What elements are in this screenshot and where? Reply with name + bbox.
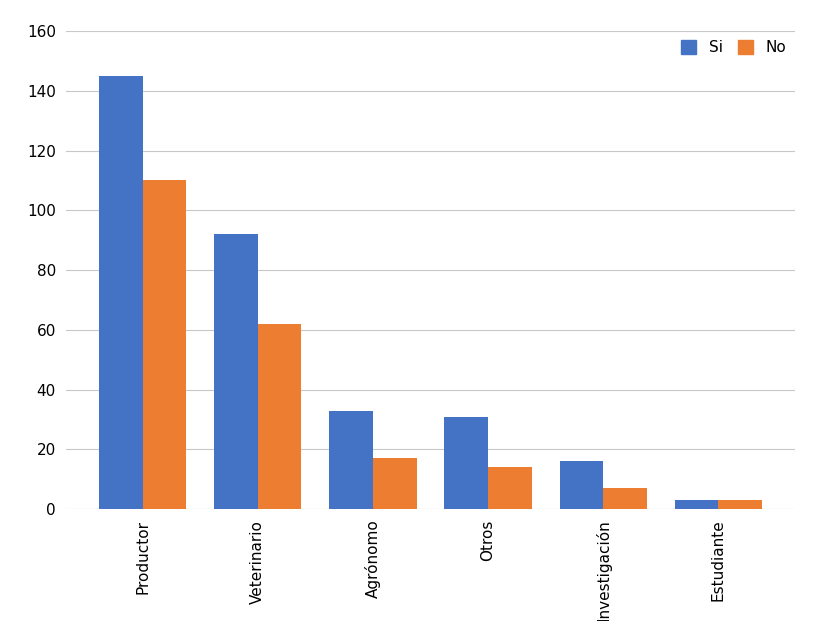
- Bar: [257, 324, 301, 509]
- Bar: [717, 501, 762, 509]
- Bar: [603, 488, 646, 509]
- Bar: [98, 76, 143, 509]
- Bar: [373, 458, 416, 509]
- Bar: [328, 410, 373, 509]
- Bar: [674, 501, 717, 509]
- Bar: [444, 417, 487, 509]
- Bar: [487, 468, 532, 509]
- Bar: [559, 461, 603, 509]
- Bar: [143, 181, 186, 509]
- Bar: [214, 234, 257, 509]
- Legend: Si, No: Si, No: [674, 34, 791, 61]
